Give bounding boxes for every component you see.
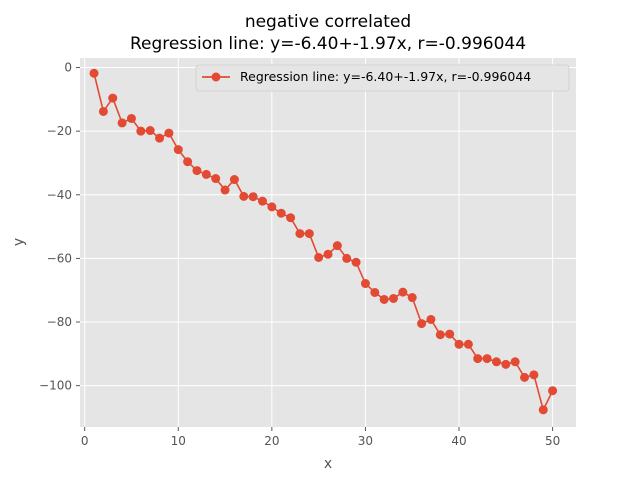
y-axis-label: y <box>11 238 27 246</box>
data-point <box>370 287 380 297</box>
data-point <box>463 339 473 349</box>
legend-marker-swatch <box>211 72 221 82</box>
grid-lines <box>80 58 576 427</box>
data-point <box>417 319 427 329</box>
x-tick-label: 40 <box>451 434 466 448</box>
data-point <box>295 229 305 239</box>
data-point <box>155 133 165 143</box>
data-point <box>323 249 333 259</box>
y-tick-label: 0 <box>64 61 72 75</box>
data-point <box>454 339 464 349</box>
chart-subtitle: Regression line: y=-6.40+-1.97x, r=-0.99… <box>130 34 526 54</box>
y-tick-label: −100 <box>39 379 72 393</box>
data-point <box>379 294 389 304</box>
data-point <box>89 68 99 78</box>
data-point <box>164 128 174 138</box>
data-point <box>491 357 501 367</box>
data-point <box>211 174 221 184</box>
data-point <box>360 279 370 289</box>
legend: Regression line: y=-6.40+-1.97x, r=-0.99… <box>195 64 570 92</box>
data-point <box>276 208 286 218</box>
data-point <box>473 354 483 364</box>
data-point <box>548 386 558 396</box>
y-tick-label: −80 <box>47 315 72 329</box>
x-tick-label: 20 <box>264 434 279 448</box>
data-point <box>435 330 445 340</box>
data-point <box>117 118 127 128</box>
data-point <box>510 357 520 367</box>
x-tick-label: 10 <box>171 434 186 448</box>
x-axis-label: x <box>324 456 332 472</box>
y-tick-label: −60 <box>47 251 72 265</box>
data-point <box>426 314 436 324</box>
data-point <box>398 287 408 297</box>
data-point <box>136 126 146 136</box>
data-point <box>220 185 230 195</box>
data-point <box>98 106 108 116</box>
data-point <box>229 175 239 185</box>
data-point <box>501 359 511 369</box>
data-point <box>183 157 193 167</box>
data-point <box>342 253 352 263</box>
x-tick-label: 0 <box>81 434 89 448</box>
data-point <box>304 229 314 239</box>
x-tick-label: 50 <box>545 434 560 448</box>
data-point <box>192 166 202 176</box>
data-point <box>520 372 530 382</box>
x-tick-label: 30 <box>358 434 373 448</box>
data-point <box>201 169 211 179</box>
data-point <box>248 192 258 202</box>
data-point <box>389 293 399 303</box>
y-tick-label: −40 <box>47 188 72 202</box>
data-point <box>267 202 277 212</box>
data-point <box>257 196 267 206</box>
y-tick-label: −20 <box>47 124 72 138</box>
data-point <box>173 145 183 155</box>
plot-area <box>80 58 576 427</box>
legend-box <box>195 64 570 92</box>
data-point <box>529 370 539 380</box>
data-point <box>286 213 296 223</box>
data-point <box>351 257 361 267</box>
legend-entry-label: Regression line: y=-6.40+-1.97x, r=-0.99… <box>240 69 531 84</box>
x-axis-ticks: 0 10 20 30 40 50 <box>81 427 560 448</box>
data-point <box>126 113 136 123</box>
data-point <box>314 252 324 262</box>
data-point <box>108 93 118 103</box>
data-series <box>89 68 558 415</box>
data-point <box>145 126 155 136</box>
chart-title: negative correlated <box>245 12 411 32</box>
data-point <box>538 405 548 415</box>
data-point <box>239 191 249 201</box>
data-point <box>407 293 417 303</box>
data-point <box>482 354 492 364</box>
data-point <box>445 329 455 339</box>
y-axis-ticks: 0 −20 −40 −60 −80 −100 <box>39 61 80 393</box>
data-point <box>332 241 342 251</box>
